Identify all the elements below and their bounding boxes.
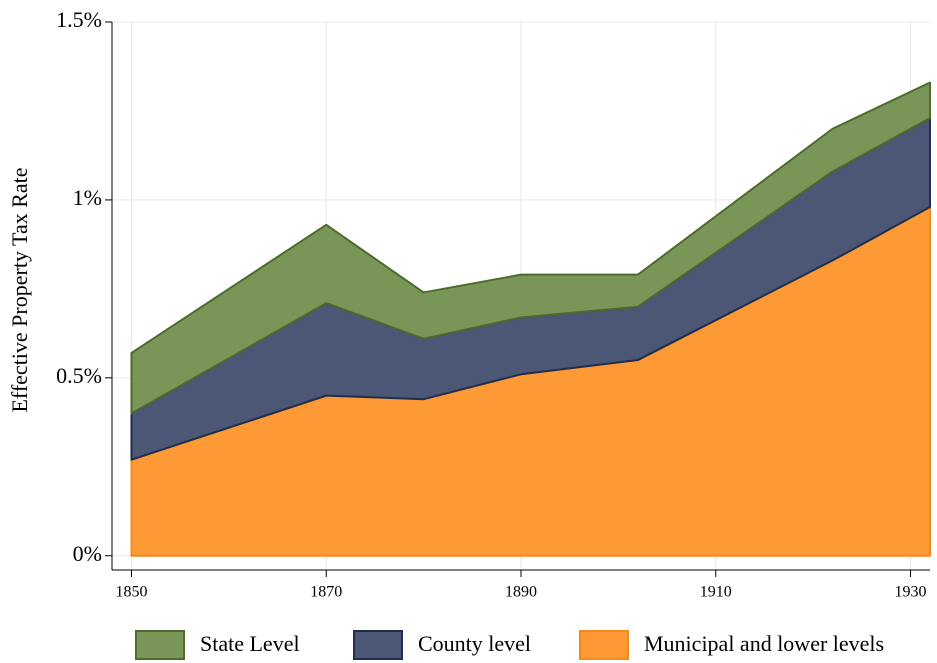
legend-swatch — [579, 630, 629, 660]
legend-swatch — [353, 630, 403, 660]
x-tick-label: 1930 — [895, 584, 927, 601]
legend-label: County level — [418, 631, 531, 656]
x-tick-label: 1870 — [310, 584, 342, 601]
area — [130, 81, 931, 415]
legend-label: State Level — [200, 631, 300, 656]
y-tick-label: 0% — [73, 541, 102, 566]
x-tick-label: 1850 — [115, 584, 147, 601]
y-tick-label: 0.5% — [56, 363, 102, 388]
x-tick-label: 1910 — [700, 584, 732, 601]
y-axis-label: Effective Property Tax Rate — [7, 167, 32, 412]
y-tick-label: 1% — [73, 185, 102, 210]
y-tick-label: 1.5% — [56, 7, 102, 32]
legend-swatch — [135, 630, 185, 660]
x-tick-label: 1890 — [505, 584, 537, 601]
legend-label: Municipal and lower levels — [644, 631, 884, 656]
